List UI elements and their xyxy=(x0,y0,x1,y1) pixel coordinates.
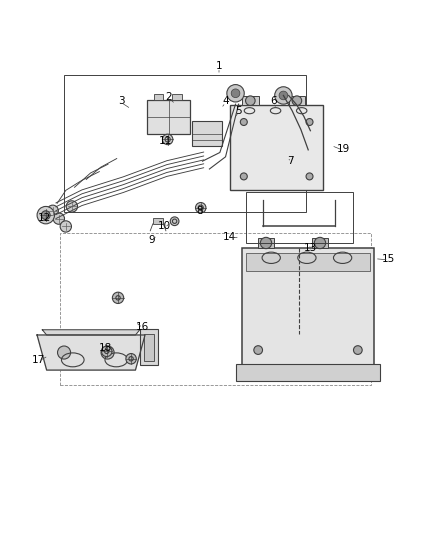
Bar xyxy=(192,120,222,146)
Bar xyxy=(237,364,380,381)
Circle shape xyxy=(246,96,255,106)
Text: 6: 6 xyxy=(270,96,277,106)
Text: 10: 10 xyxy=(158,221,171,231)
Text: 3: 3 xyxy=(118,96,124,106)
Text: 13: 13 xyxy=(304,243,317,253)
Bar xyxy=(242,96,258,106)
Bar xyxy=(153,218,163,224)
Circle shape xyxy=(126,353,136,364)
Circle shape xyxy=(254,346,262,354)
Circle shape xyxy=(231,89,240,98)
Circle shape xyxy=(306,173,313,180)
Circle shape xyxy=(53,213,64,224)
Bar xyxy=(64,75,306,212)
Circle shape xyxy=(195,203,206,213)
Polygon shape xyxy=(37,335,145,370)
Circle shape xyxy=(57,346,71,359)
Bar xyxy=(242,248,374,367)
Bar xyxy=(144,334,154,360)
Bar xyxy=(173,94,182,100)
Circle shape xyxy=(240,118,247,125)
Circle shape xyxy=(353,346,362,354)
Text: 5: 5 xyxy=(235,106,242,116)
Circle shape xyxy=(314,237,325,249)
Bar xyxy=(154,94,163,100)
Circle shape xyxy=(42,211,50,220)
Circle shape xyxy=(113,292,124,303)
Circle shape xyxy=(275,87,292,104)
Circle shape xyxy=(227,85,244,102)
Bar xyxy=(246,192,353,243)
Circle shape xyxy=(102,346,112,357)
Bar xyxy=(60,233,371,385)
Circle shape xyxy=(47,205,58,216)
Text: 18: 18 xyxy=(99,343,112,353)
Circle shape xyxy=(279,91,288,100)
Bar xyxy=(246,253,370,271)
Circle shape xyxy=(60,221,71,232)
Bar xyxy=(140,329,158,365)
Text: 17: 17 xyxy=(32,355,45,365)
Text: 4: 4 xyxy=(222,96,229,106)
Bar xyxy=(230,106,323,190)
Circle shape xyxy=(66,201,78,212)
Bar xyxy=(147,100,190,134)
Circle shape xyxy=(37,206,54,224)
Text: 16: 16 xyxy=(136,321,149,332)
Bar xyxy=(258,238,274,248)
Text: 15: 15 xyxy=(382,254,396,264)
Polygon shape xyxy=(42,330,140,335)
Bar xyxy=(312,238,328,248)
Circle shape xyxy=(306,118,313,125)
Text: 8: 8 xyxy=(196,206,203,216)
Text: 11: 11 xyxy=(159,136,173,146)
Circle shape xyxy=(292,96,302,106)
Text: 12: 12 xyxy=(37,213,51,223)
Circle shape xyxy=(240,173,247,180)
Circle shape xyxy=(162,134,173,144)
Bar xyxy=(289,96,305,106)
Text: 9: 9 xyxy=(148,235,155,245)
Circle shape xyxy=(101,346,114,359)
Circle shape xyxy=(170,217,179,225)
Circle shape xyxy=(260,237,272,249)
Text: 14: 14 xyxy=(223,232,237,242)
Text: 7: 7 xyxy=(287,156,294,166)
Text: 1: 1 xyxy=(215,61,223,71)
Text: 2: 2 xyxy=(166,92,172,102)
Text: 19: 19 xyxy=(336,144,350,154)
